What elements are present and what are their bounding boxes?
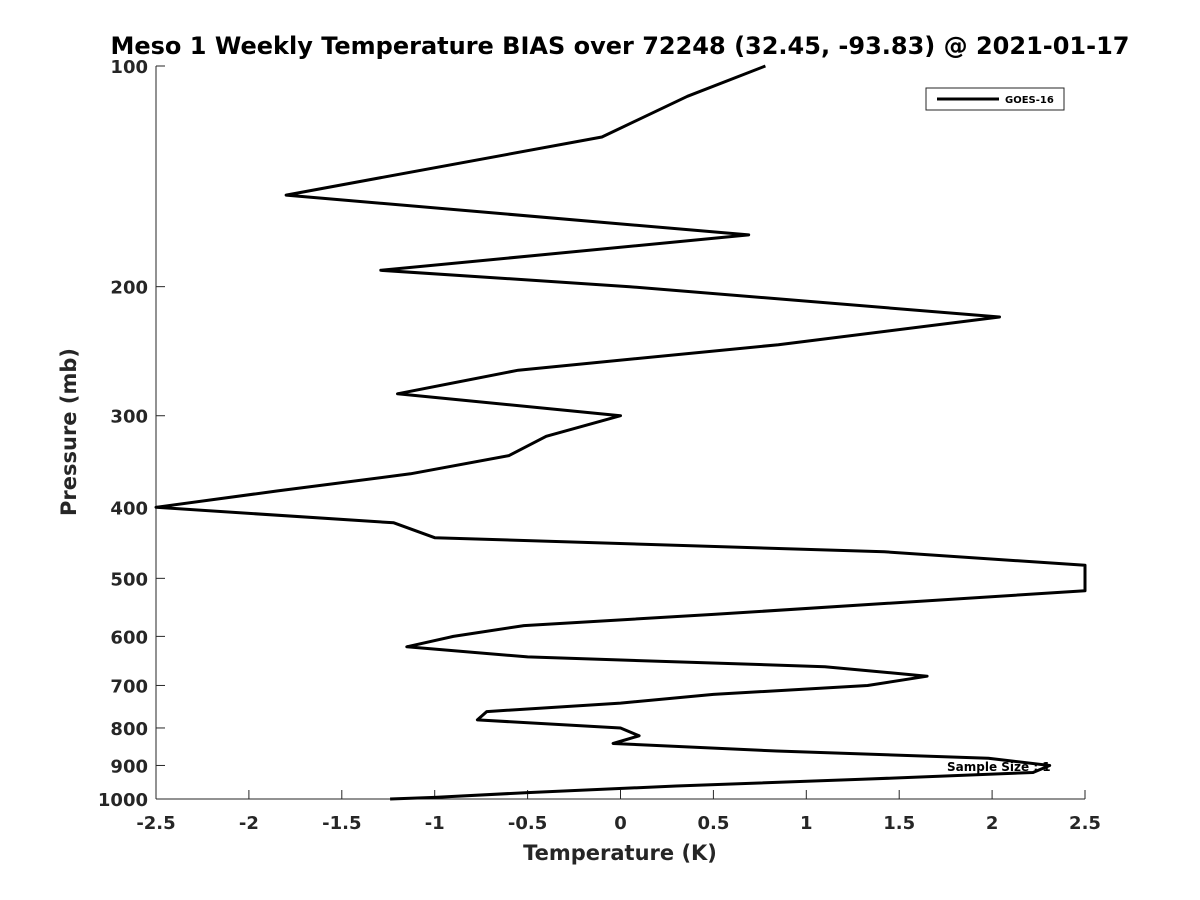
y-tick-label: 700 bbox=[110, 676, 148, 697]
y-tick-label: 200 bbox=[110, 278, 148, 299]
x-tick-label: 1.5 bbox=[883, 813, 915, 834]
x-tick-label: 0.5 bbox=[697, 813, 729, 834]
x-tick-label: 2.5 bbox=[1069, 813, 1101, 834]
x-tick-label: 0 bbox=[614, 813, 627, 834]
y-tick-label: 1000 bbox=[98, 790, 148, 811]
x-tick-label: -1.5 bbox=[322, 813, 361, 834]
series-line-goes-16 bbox=[154, 64, 1087, 801]
x-tick-label: -2 bbox=[239, 813, 259, 834]
y-tick-label: 600 bbox=[110, 627, 148, 648]
x-ticks: -2.5 -2 -1.5 -1 -0.5 0 0.5 1 1.5 2 2.5 bbox=[136, 790, 1101, 834]
y-tick-label: 100 bbox=[110, 57, 148, 78]
y-tick-label: 500 bbox=[110, 569, 148, 590]
y-tick-label: 900 bbox=[110, 756, 148, 777]
legend-label-goes-16: GOES-16 bbox=[1005, 95, 1054, 106]
x-tick-label: -1 bbox=[425, 813, 445, 834]
y-tick-label: 400 bbox=[110, 498, 148, 519]
plot-area: -2.5 -2 -1.5 -1 -0.5 0 0.5 1 1.5 2 2.5 100 200 300 40… bbox=[98, 57, 1101, 834]
y-ticks: 100 200 300 400 500 600 700 800 900 1000 bbox=[98, 57, 165, 811]
legend: GOES-16 bbox=[925, 87, 1065, 111]
sample-size-annotation: Sample Size : 1 bbox=[947, 760, 1051, 774]
y-tick-label: 300 bbox=[110, 407, 148, 428]
x-tick-label: -2.5 bbox=[136, 813, 175, 834]
x-tick-label: -0.5 bbox=[508, 813, 547, 834]
series-layer bbox=[154, 64, 1087, 801]
x-tick-label: 2 bbox=[986, 813, 999, 834]
y-axis-label: Pressure (mb) bbox=[57, 348, 81, 516]
chart-title: Meso 1 Weekly Temperature BIAS over 7224… bbox=[110, 32, 1129, 60]
x-axis-label: Temperature (K) bbox=[523, 841, 717, 865]
y-tick-label: 800 bbox=[110, 719, 148, 740]
x-tick-label: 1 bbox=[800, 813, 813, 834]
